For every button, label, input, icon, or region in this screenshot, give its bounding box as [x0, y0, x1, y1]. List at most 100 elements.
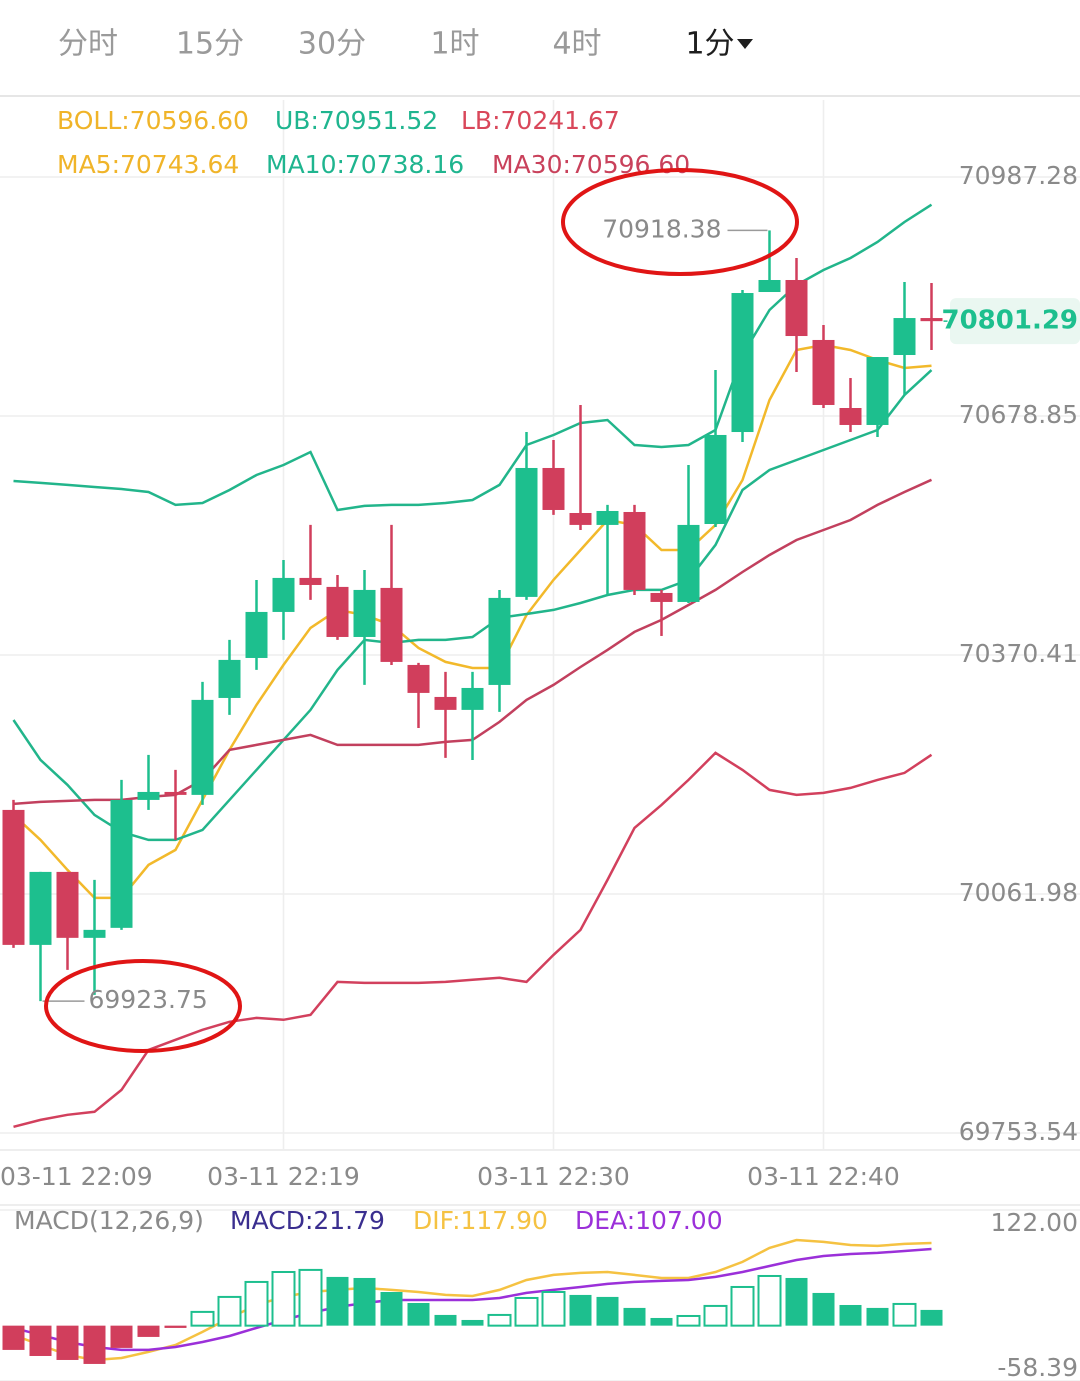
y-tick-label: 70678.85 [959, 400, 1078, 429]
tab[interactable]: 1分 [685, 27, 734, 62]
candle-body [596, 510, 619, 525]
text-layer: 分时 15分 30分 1时 4时 1分 70987.28 70678.85 70370.41 70… [0, 27, 1080, 1381]
highlight-circle [44, 959, 242, 1053]
macd-bar [866, 1307, 889, 1326]
indicator-readout: MA30:70596.60 [492, 150, 690, 179]
candle-body [866, 357, 889, 425]
candle-body [326, 586, 349, 637]
macd-bar [920, 1309, 943, 1326]
candle-body [245, 611, 268, 658]
macd-bar [434, 1314, 457, 1326]
macd-bar [676, 1314, 701, 1327]
y-tick-label: 69753.54 [959, 1117, 1078, 1146]
candle-body [920, 318, 943, 322]
candle-body [137, 791, 160, 800]
candle-body [893, 318, 916, 356]
macd-bar [541, 1290, 566, 1327]
macd-bar [298, 1268, 323, 1327]
indicator-line [13, 1247, 932, 1352]
candle-body [515, 467, 538, 597]
macd-bar [650, 1317, 673, 1326]
candle-body [29, 871, 52, 945]
candle-body [812, 339, 835, 405]
x-tick-label: 03-11 22:09 [0, 1162, 153, 1191]
candle-body [83, 929, 106, 938]
macd-bar [487, 1313, 512, 1327]
macd-bar [326, 1276, 349, 1326]
macd-bar [623, 1307, 646, 1326]
indicator-readout: BOLL:70596.60 [57, 106, 249, 135]
candle-body [110, 799, 133, 928]
indicator-readout: UB:70951.52 [275, 106, 438, 135]
candle-body [488, 597, 511, 685]
x-tick-label: 03-11 22:40 [747, 1162, 900, 1191]
macd-bar [271, 1270, 296, 1327]
macd-bar [514, 1296, 539, 1327]
indicator-readout: MACD:21.79 [230, 1206, 385, 1235]
macd-bar [730, 1285, 755, 1327]
candle-body [380, 587, 403, 662]
macd-bar [407, 1302, 430, 1326]
candle-body [785, 279, 808, 337]
dropdown-arrow[interactable] [737, 39, 753, 49]
highlight-circle [561, 168, 799, 276]
indicator-line [12, 343, 932, 900]
candle-body [704, 434, 727, 524]
candle-body [407, 664, 430, 693]
candle-body [353, 589, 376, 637]
tab[interactable]: 15分 [176, 27, 244, 62]
marks-layer [2, 230, 943, 1364]
tab[interactable]: 4时 [552, 27, 601, 62]
macd-bar [380, 1291, 403, 1326]
macd-bar [56, 1325, 79, 1360]
candle-body [299, 577, 322, 585]
macd-bar [839, 1304, 862, 1326]
last-price-box [950, 298, 1080, 345]
candle-body [650, 592, 673, 602]
candle-body [623, 511, 646, 590]
macd-bar [244, 1280, 269, 1327]
low-annotation: 69923.75 [89, 985, 208, 1014]
candle-body [731, 293, 754, 433]
panel-title: MACD(12,26,9) [14, 1206, 204, 1235]
macd-bar [569, 1294, 592, 1326]
macd-bar [461, 1319, 484, 1326]
macd-bar [353, 1277, 376, 1326]
macd-bar [812, 1292, 835, 1326]
macd-bar [190, 1310, 215, 1327]
candle-body [2, 809, 25, 945]
macd-bar [703, 1304, 728, 1327]
macd-bar [757, 1274, 782, 1327]
candle-body [56, 871, 79, 938]
lines-layer [12, 203, 933, 1362]
x-tick-label: 03-11 22:30 [477, 1162, 630, 1191]
macd-bar [83, 1325, 106, 1364]
y-tick-label: 70061.98 [959, 878, 1078, 907]
y-tick-label: -58.39 [997, 1353, 1078, 1381]
x-tick-label: 03-11 22:19 [207, 1162, 360, 1191]
indicator-readout: MA10:70738.16 [266, 150, 464, 179]
indicator-readout: DIF:117.90 [413, 1206, 548, 1235]
high-annotation: 70918.38 [602, 214, 721, 243]
y-tick-label: 122.00 [991, 1208, 1078, 1237]
tab[interactable]: 1时 [430, 27, 479, 62]
candle-body [677, 524, 700, 602]
y-tick-label: 70370.41 [959, 639, 1078, 668]
candle-body [164, 791, 187, 795]
last-price-label: 70801.29 [941, 306, 1078, 336]
candle-body [218, 659, 241, 698]
candle-body [758, 279, 781, 293]
macd-bar [2, 1325, 25, 1350]
tab[interactable]: 分时 [58, 27, 118, 62]
macd-bar [217, 1295, 242, 1327]
macd-bar [785, 1277, 808, 1326]
candle-body [569, 512, 592, 525]
indicator-line [12, 369, 933, 842]
candle-body [542, 467, 565, 510]
macd-bar [892, 1302, 917, 1327]
candle-body [272, 577, 295, 612]
tab[interactable]: 30分 [298, 27, 366, 62]
macd-bar [29, 1325, 52, 1356]
